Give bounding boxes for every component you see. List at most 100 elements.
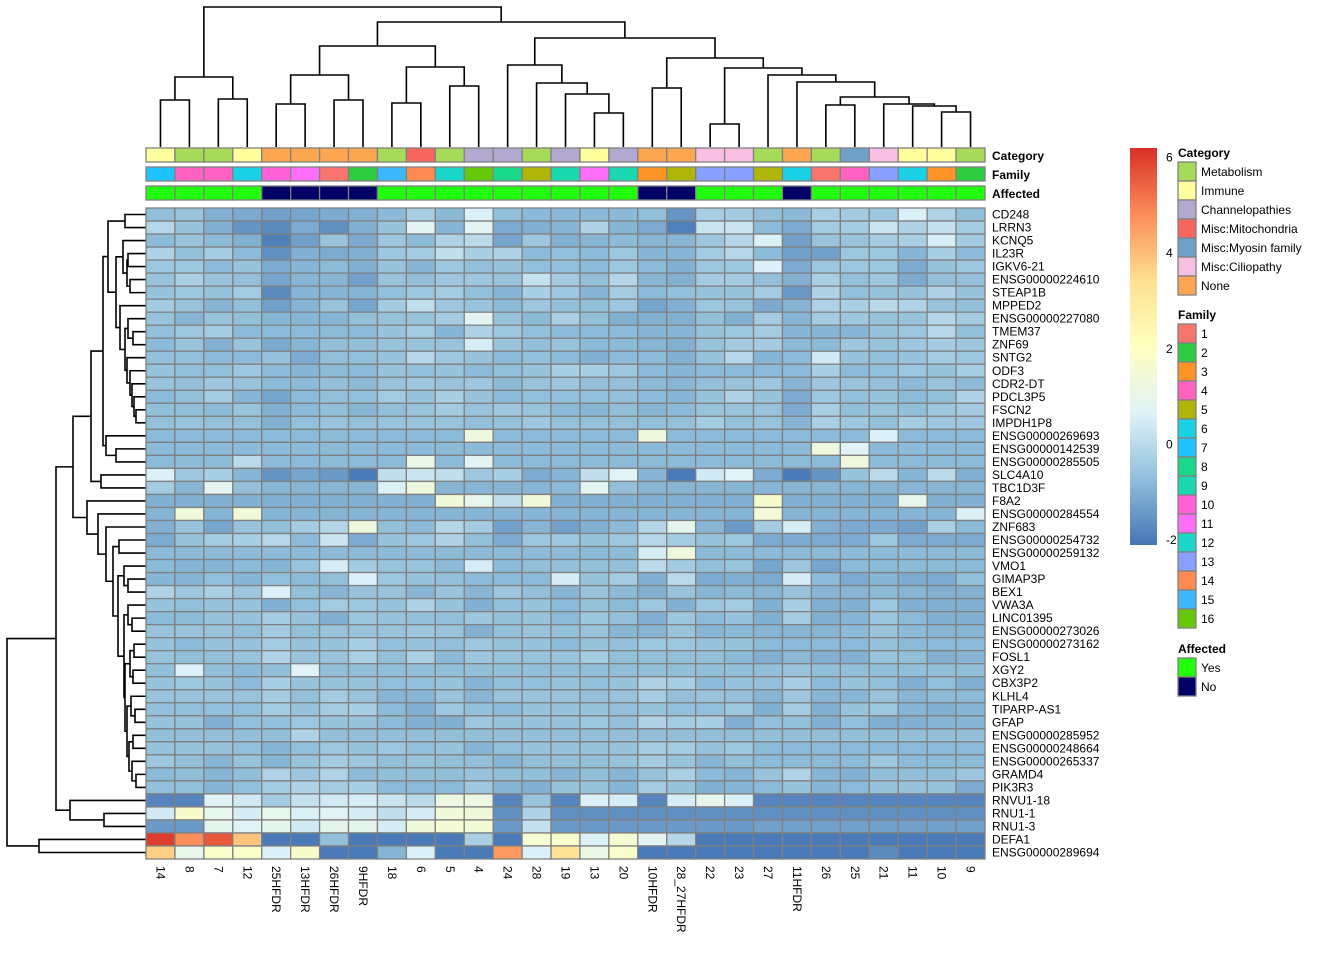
heatmap-cell xyxy=(579,532,610,548)
heatmap-cell xyxy=(145,702,176,717)
heatmap-cell xyxy=(723,663,755,678)
heatmap-cell xyxy=(637,389,668,404)
heatmap-cell xyxy=(492,441,523,457)
annotation-label-category: Category xyxy=(992,149,1044,163)
heatmap-cell xyxy=(463,689,494,704)
heatmap-cell xyxy=(926,623,957,639)
heatmap-cell xyxy=(521,402,552,417)
heatmap-cell xyxy=(781,246,813,261)
heatmap-cell xyxy=(868,454,899,470)
heatmap-cell xyxy=(318,389,350,404)
heatmap-cell xyxy=(521,519,552,535)
heatmap-cell xyxy=(579,845,610,860)
heatmap-cell xyxy=(839,571,870,587)
heatmap-cell xyxy=(579,285,610,300)
heatmap-cell xyxy=(637,610,668,626)
heatmap-cell xyxy=(174,832,205,847)
heatmap-cell xyxy=(318,532,350,548)
annotation-cell-category xyxy=(839,147,870,163)
heatmap-cell xyxy=(666,754,697,769)
heatmap-cell xyxy=(897,506,928,522)
heatmap-cell xyxy=(839,428,870,444)
heatmap-cell xyxy=(376,506,408,522)
heatmap-cell xyxy=(897,819,928,834)
heatmap-cell xyxy=(232,350,263,365)
heatmap-cell xyxy=(781,415,813,430)
annotation-cell-family xyxy=(897,166,928,182)
heatmap-cell xyxy=(897,220,928,235)
heatmap-cell xyxy=(318,363,350,378)
heatmap-cell xyxy=(637,454,668,470)
heatmap-cell xyxy=(463,467,494,483)
heatmap-cell xyxy=(781,311,813,326)
heatmap-cell xyxy=(695,428,726,444)
heatmap-cell xyxy=(608,376,639,391)
heatmap-cell xyxy=(839,350,870,365)
heatmap-cell xyxy=(955,597,986,613)
heatmap-cell xyxy=(145,220,176,235)
heatmap-cell xyxy=(290,311,321,326)
heatmap-cell xyxy=(261,506,292,522)
heatmap-cell xyxy=(695,715,726,730)
heatmap-cell xyxy=(666,246,697,261)
heatmap-cell xyxy=(723,637,755,652)
heatmap-cell xyxy=(752,663,784,678)
heatmap-cell xyxy=(261,650,292,665)
heatmap-cell xyxy=(579,754,610,769)
heatmap-cell xyxy=(666,389,697,404)
heatmap-cell xyxy=(926,610,957,626)
heatmap-cell xyxy=(810,663,841,678)
heatmap-cell xyxy=(810,285,841,300)
heatmap-cell xyxy=(318,793,350,808)
heatmap-cell xyxy=(492,597,523,613)
heatmap-cell xyxy=(666,545,697,561)
heatmap-cell xyxy=(839,610,870,626)
heatmap-cell xyxy=(405,207,436,222)
column-label: 28 xyxy=(530,866,544,880)
heatmap-cell xyxy=(290,754,321,769)
annotation-cell-family xyxy=(781,166,813,182)
heatmap-cell xyxy=(839,402,870,417)
heatmap-cell xyxy=(405,558,436,574)
heatmap-cell xyxy=(579,207,610,222)
heatmap-cell xyxy=(318,415,350,430)
heatmap-cell xyxy=(145,493,176,509)
heatmap-cell xyxy=(261,728,292,743)
heatmap-cell xyxy=(695,623,726,639)
heatmap-cell xyxy=(405,715,436,730)
heatmap-cell xyxy=(839,637,870,652)
heatmap-cell xyxy=(434,545,465,561)
heatmap-cell xyxy=(608,715,639,730)
heatmap-cell xyxy=(145,480,176,496)
heatmap-cell xyxy=(521,233,552,248)
heatmap-cell xyxy=(955,285,986,300)
color-scale-tick: 0 xyxy=(1166,438,1173,452)
heatmap-cell xyxy=(492,298,523,313)
heatmap-cell xyxy=(579,272,610,287)
annotation-cell-category xyxy=(261,147,292,163)
heatmap-cell xyxy=(318,584,350,600)
heatmap-cell xyxy=(203,467,234,483)
annotation-cell-category xyxy=(550,147,581,163)
heatmap-cell xyxy=(666,780,697,795)
heatmap-cell xyxy=(434,246,465,261)
heatmap-cell xyxy=(174,259,205,274)
heatmap-cell xyxy=(839,467,870,483)
heatmap-cell xyxy=(723,467,755,483)
column-label: 10HFDR xyxy=(645,866,659,913)
heatmap-cell xyxy=(347,845,379,860)
heatmap-cell xyxy=(203,715,234,730)
heatmap-cell xyxy=(347,689,379,704)
heatmap-cell xyxy=(434,480,465,496)
heatmap-cell xyxy=(261,597,292,613)
heatmap-cell xyxy=(608,845,639,860)
dendrogram-branch xyxy=(127,317,146,339)
legend-swatch xyxy=(1177,342,1197,363)
heatmap-cell xyxy=(434,715,465,730)
heatmap-cell xyxy=(579,623,610,639)
heatmap-cell xyxy=(261,311,292,326)
heatmap-cell xyxy=(781,259,813,274)
heatmap-cell xyxy=(290,767,321,782)
heatmap-cell xyxy=(145,376,176,391)
heatmap-cell xyxy=(723,402,755,417)
